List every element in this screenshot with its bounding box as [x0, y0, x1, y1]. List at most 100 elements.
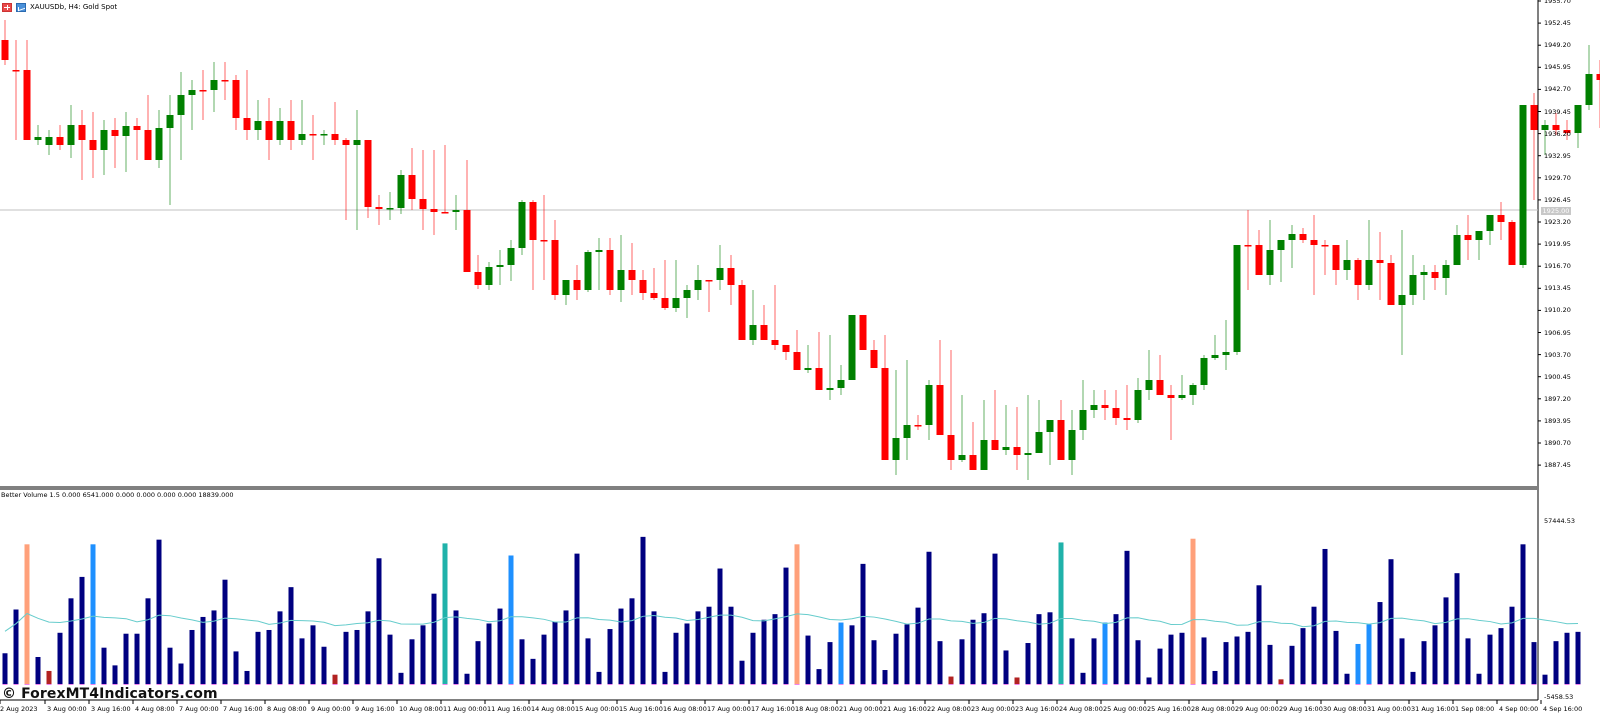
volume-bar-base	[783, 684, 789, 685]
candle-body	[1442, 265, 1450, 278]
chart-icon[interactable]	[16, 2, 26, 12]
candle-body	[1398, 295, 1406, 305]
volume-bar-base	[563, 684, 569, 685]
volume-bar	[1047, 612, 1053, 684]
candle-body	[1497, 215, 1505, 222]
volume-bar	[1410, 671, 1416, 684]
time-tick-label: 7 Aug 16:00	[223, 705, 263, 713]
volume-bar-base	[1443, 684, 1449, 685]
candle-body	[1, 40, 9, 60]
price-tick-label: 1919.95	[1544, 240, 1571, 249]
volume-bar	[343, 631, 349, 684]
candle-body	[331, 134, 339, 140]
volume-bar	[1377, 602, 1383, 684]
volume-bar-base	[1432, 684, 1438, 685]
candle-body	[969, 455, 977, 470]
candle-body	[12, 70, 20, 72]
volume-bar	[1322, 548, 1328, 684]
candle-body	[177, 95, 185, 115]
volume-bar-base	[1322, 684, 1328, 685]
volume-bar-base	[1366, 684, 1372, 685]
volume-bar	[1531, 642, 1537, 684]
candle-body	[925, 385, 933, 425]
candle-body	[991, 440, 999, 450]
volume-bar	[574, 553, 580, 684]
candle-body	[595, 250, 603, 252]
grid-icon[interactable]	[2, 2, 12, 12]
volume-bar-base	[266, 684, 272, 685]
volume-bar-base	[1553, 684, 1559, 685]
volume-bar	[1080, 672, 1086, 684]
volume-bar-base	[618, 684, 624, 685]
candle-body	[650, 293, 658, 298]
price-tick-label: 1949.20	[1544, 41, 1571, 50]
candle-body	[529, 202, 537, 240]
candle-body	[144, 130, 152, 160]
time-tick-label: 31 Aug 16:00	[1411, 705, 1455, 713]
volume-bar-base	[1212, 684, 1218, 685]
volume-bar	[13, 609, 19, 684]
price-tick-label: 1887.45	[1544, 461, 1571, 470]
volume-bar	[1278, 679, 1284, 684]
volume-bar	[563, 610, 569, 684]
volume-bar-base	[607, 684, 613, 685]
time-tick-label: 25 Aug 00:00	[1103, 705, 1147, 713]
volume-bar	[673, 632, 679, 684]
volume-bar	[167, 647, 173, 684]
candle-body	[23, 70, 31, 140]
candle-body	[1167, 395, 1175, 398]
volume-bar	[1333, 630, 1339, 684]
volume-bar	[750, 632, 756, 684]
volume-bar	[959, 639, 965, 684]
indicator-axis-max: 57444.53	[1544, 517, 1576, 525]
candle-body	[375, 207, 383, 209]
chart-title-bar: XAUUSDb, H4: Gold Spot	[2, 1, 117, 13]
indicator-label: Better Volume 1.5 0.000 6541.000 0.000 0…	[1, 491, 234, 499]
candle-body	[1376, 260, 1384, 263]
candle-body	[1310, 240, 1318, 245]
volume-bar	[1300, 628, 1306, 684]
volume-bar	[156, 539, 162, 684]
volume-bar-base	[970, 684, 976, 685]
volume-bar	[1487, 634, 1493, 684]
time-tick-label: 10 Aug 08:00	[399, 705, 443, 713]
volume-bar-base	[1487, 684, 1493, 685]
volume-bar-base	[288, 684, 294, 685]
candle-body	[1057, 420, 1065, 460]
volume-bar-base	[860, 684, 866, 685]
volume-bar	[1003, 650, 1009, 684]
volume-bar	[948, 676, 954, 684]
candle-body	[232, 80, 240, 118]
volume-bar	[860, 563, 866, 684]
volume-bar-base	[662, 684, 668, 685]
volume-bar-base	[167, 684, 173, 685]
volume-bar-base	[1575, 684, 1581, 685]
volume-bar-base	[255, 684, 261, 685]
volume-bar	[420, 625, 426, 684]
volume-bar-base	[717, 684, 723, 685]
volume-bar	[1179, 632, 1185, 684]
candle-body	[1321, 245, 1329, 247]
volume-bar-base	[1399, 684, 1405, 685]
candle-body	[298, 134, 306, 140]
candle-body	[639, 280, 647, 293]
candle-body	[892, 438, 900, 460]
time-tick-label: 21 Aug 00:00	[839, 705, 883, 713]
volume-bar-base	[1003, 684, 1009, 685]
candle-body	[166, 115, 174, 128]
volume-bar	[904, 624, 910, 684]
candle-body	[1134, 390, 1142, 420]
candle-body	[1508, 222, 1516, 265]
candle-body	[804, 368, 812, 370]
volume-bar	[871, 640, 877, 684]
volume-bar-base	[849, 684, 855, 685]
volume-bar	[1509, 606, 1515, 684]
price-tick-label: 1952.45	[1544, 19, 1571, 28]
volume-bar-base	[1520, 684, 1526, 685]
volume-bar	[926, 551, 932, 684]
time-tick-label: 4 Sep 00:00	[1499, 705, 1539, 713]
volume-bar-base	[541, 684, 547, 685]
volume-bar-base	[1289, 684, 1295, 685]
